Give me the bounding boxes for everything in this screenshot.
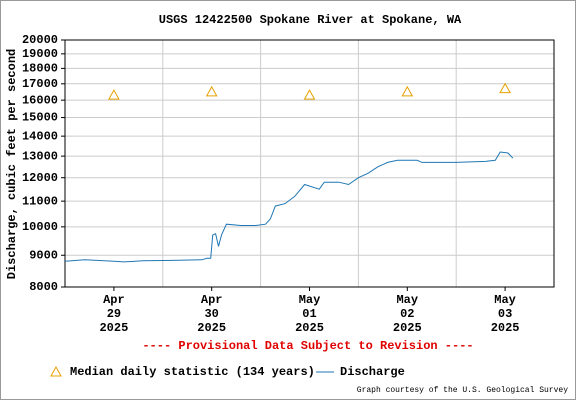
x-tick-label: 2025 (99, 321, 128, 335)
y-tick-label: 20000 (22, 33, 58, 47)
y-axis-label: Discharge, cubic feet per second (5, 49, 19, 279)
x-tick-label: 2025 (295, 321, 324, 335)
y-tick-label: 16000 (22, 93, 58, 107)
x-tick-label: Apr (103, 293, 125, 307)
y-tick-label: 18000 (22, 62, 58, 76)
legend-label: Median daily statistic (134 years) (70, 365, 315, 379)
y-tick-label: 13000 (22, 149, 58, 163)
x-tick-label: 2025 (197, 321, 226, 335)
x-tick-label: 2025 (491, 321, 520, 335)
discharge-line (64, 151, 514, 263)
y-tick-label: 11000 (22, 194, 58, 208)
plot-frame (64, 39, 555, 288)
median-marker (108, 89, 120, 100)
legend-label: Discharge (340, 365, 405, 379)
y-tick-label: 10000 (22, 220, 58, 234)
x-tick-label: 30 (204, 307, 218, 321)
median-marker (401, 85, 414, 97)
legend-marker (50, 365, 62, 377)
x-tick-label: 03 (498, 307, 512, 321)
y-tick-label: 9000 (29, 248, 58, 262)
x-tick-label: May (299, 293, 321, 307)
y-tick-label: 8000 (29, 280, 58, 294)
x-tick-label: 01 (302, 307, 316, 321)
credit: Graph courtesy of the U.S. Geological Su… (357, 386, 568, 395)
y-tick-label: 14000 (22, 129, 58, 143)
median-marker (303, 89, 316, 100)
y-tick-label: 17000 (22, 77, 58, 91)
x-tick-label: 29 (107, 307, 121, 321)
x-tick-label: Apr (201, 293, 223, 307)
x-tick-label: May (396, 293, 418, 307)
y-tick-label: 19000 (22, 47, 58, 61)
annotation: ---- Provisional Data Subject to Revisio… (142, 339, 473, 353)
y-tick-label: 15000 (22, 111, 58, 125)
x-tick-label: May (494, 293, 516, 307)
x-tick-label: 02 (400, 307, 414, 321)
x-tick-label: 2025 (393, 321, 422, 335)
y-tick-label: 12000 (22, 171, 58, 185)
median-marker (205, 85, 218, 97)
median-marker (499, 82, 511, 94)
chart-title: USGS 12422500 Spokane River at Spokane, … (159, 13, 462, 27)
